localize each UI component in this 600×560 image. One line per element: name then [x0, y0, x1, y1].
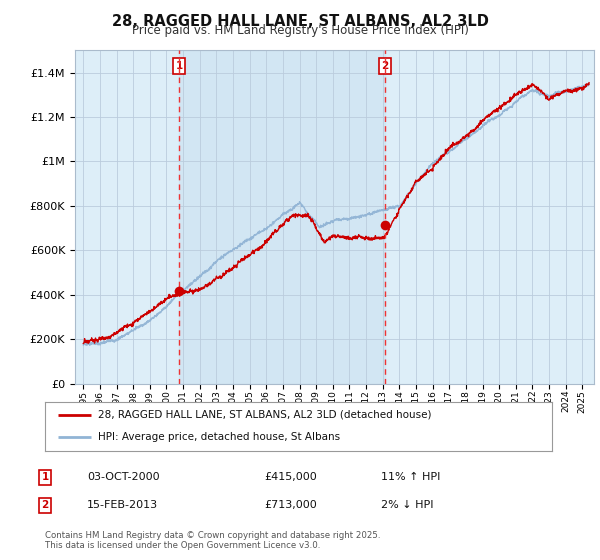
- Text: Price paid vs. HM Land Registry's House Price Index (HPI): Price paid vs. HM Land Registry's House …: [131, 24, 469, 37]
- Text: 28, RAGGED HALL LANE, ST ALBANS, AL2 3LD (detached house): 28, RAGGED HALL LANE, ST ALBANS, AL2 3LD…: [98, 410, 432, 420]
- Text: 11% ↑ HPI: 11% ↑ HPI: [381, 472, 440, 482]
- Text: £713,000: £713,000: [264, 500, 317, 510]
- Text: 15-FEB-2013: 15-FEB-2013: [87, 500, 158, 510]
- Text: £415,000: £415,000: [264, 472, 317, 482]
- Text: 1: 1: [175, 61, 182, 71]
- Text: HPI: Average price, detached house, St Albans: HPI: Average price, detached house, St A…: [98, 432, 340, 442]
- Text: 2: 2: [381, 61, 388, 71]
- Bar: [179, 50, 385, 384]
- Text: 28, RAGGED HALL LANE, ST ALBANS, AL2 3LD: 28, RAGGED HALL LANE, ST ALBANS, AL2 3LD: [112, 14, 488, 29]
- Text: 1: 1: [41, 472, 49, 482]
- Text: 2% ↓ HPI: 2% ↓ HPI: [381, 500, 433, 510]
- Text: Contains HM Land Registry data © Crown copyright and database right 2025.
This d: Contains HM Land Registry data © Crown c…: [45, 531, 380, 550]
- Text: 03-OCT-2000: 03-OCT-2000: [87, 472, 160, 482]
- Text: 2: 2: [41, 500, 49, 510]
